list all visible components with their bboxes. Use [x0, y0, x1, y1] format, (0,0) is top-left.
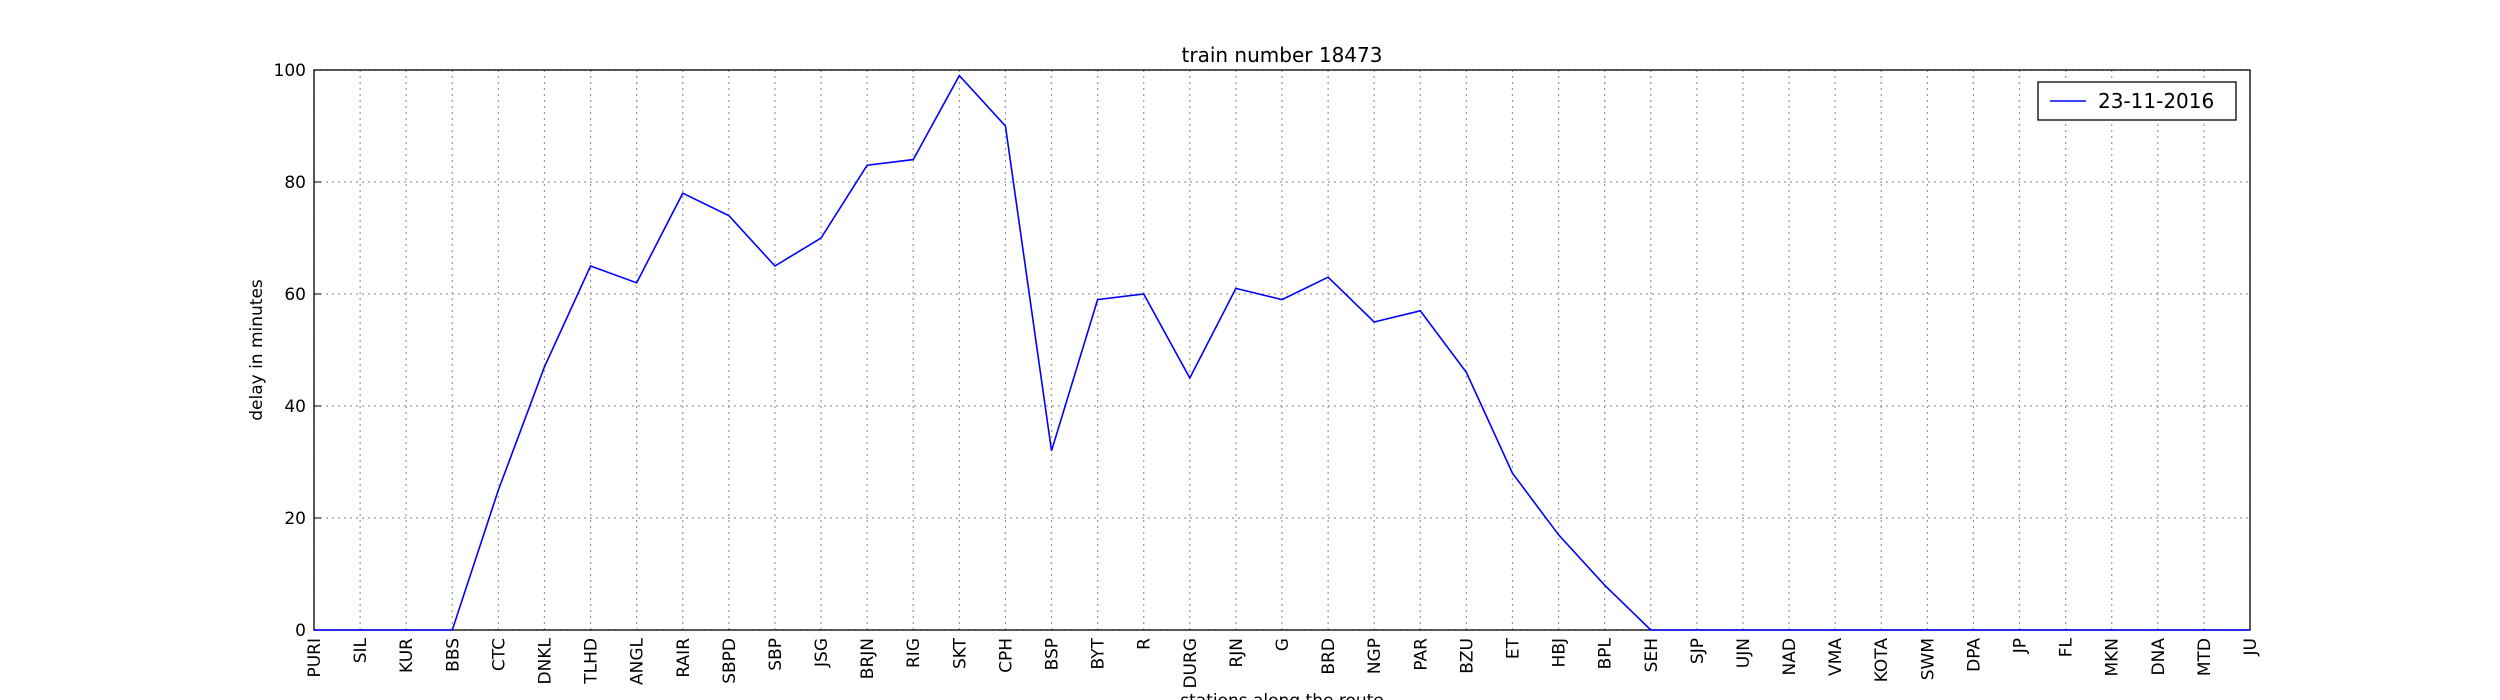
x-tick-label: ANGL	[628, 637, 648, 685]
y-axis-label: delay in minutes	[247, 279, 267, 421]
x-tick-label: ET	[1503, 637, 1523, 659]
x-tick-label: PAR	[1411, 638, 1431, 671]
chart-title: train number 18473	[1182, 43, 1383, 67]
x-tick-label: JU	[2241, 638, 2261, 656]
x-tick-label: BBS	[443, 638, 463, 672]
x-tick-label: SJP	[1688, 638, 1708, 664]
x-tick-label: MKN	[2103, 638, 2123, 677]
x-tick-label: BYT	[1089, 637, 1109, 669]
y-tick-label: 40	[284, 397, 306, 417]
legend-label: 23-11-2016	[2098, 89, 2214, 113]
x-tick-label: SIL	[351, 637, 371, 663]
x-tick-label: KUR	[397, 638, 417, 673]
y-tick-label: 100	[274, 61, 306, 81]
x-tick-label: PURI	[305, 638, 325, 678]
x-tick-label: BRJN	[858, 638, 878, 679]
y-tick-label: 20	[284, 509, 306, 529]
x-tick-label: CTC	[489, 638, 509, 671]
x-tick-label: FL	[2057, 637, 2077, 657]
y-tick-label: 0	[295, 621, 306, 641]
x-tick-label: MTD	[2195, 638, 2215, 676]
x-tick-label: G	[1273, 638, 1293, 651]
x-tick-label: RAIR	[674, 638, 694, 678]
x-tick-label: KOTA	[1872, 638, 1892, 683]
x-tick-label: DNKL	[535, 637, 555, 684]
x-tick-label: VMA	[1826, 638, 1846, 676]
x-tick-label: RJN	[1227, 638, 1247, 668]
x-tick-label: NGP	[1365, 638, 1385, 674]
legend-box	[2037, 81, 2237, 121]
y-tick-label: 80	[284, 173, 306, 193]
x-tick-label: NAD	[1780, 638, 1800, 675]
plot-frame	[313, 69, 2251, 631]
x-tick-label: SBP	[766, 638, 786, 671]
x-tick-label: JSG	[812, 638, 832, 668]
x-tick-label: SBPD	[720, 638, 740, 684]
x-tick-label: DNA	[2149, 638, 2169, 676]
x-tick-label: HBJ	[1550, 638, 1570, 667]
x-tick-label: BSP	[1043, 638, 1063, 670]
y-tick-label: 60	[284, 285, 306, 305]
x-tick-label: SKT	[950, 637, 970, 669]
x-tick-label: CPH	[996, 638, 1016, 673]
x-tick-label: SWM	[1918, 638, 1938, 680]
x-tick-label: BRD	[1319, 638, 1339, 675]
x-tick-label: RIG	[904, 638, 924, 668]
x-tick-label: BZU	[1457, 638, 1477, 674]
x-tick-label: UJN	[1734, 638, 1754, 668]
x-tick-label: JP	[2011, 638, 2031, 654]
x-tick-label: DPA	[1964, 638, 1984, 672]
x-tick-label: DURG	[1181, 638, 1201, 689]
data-line	[314, 74, 2250, 631]
x-tick-label: BPL	[1596, 637, 1616, 669]
x-tick-label: SEH	[1642, 638, 1662, 672]
x-axis-label: stations along the route	[1180, 691, 1384, 700]
x-tick-label: TLHD	[582, 638, 602, 685]
x-tick-label: R	[1135, 638, 1155, 650]
